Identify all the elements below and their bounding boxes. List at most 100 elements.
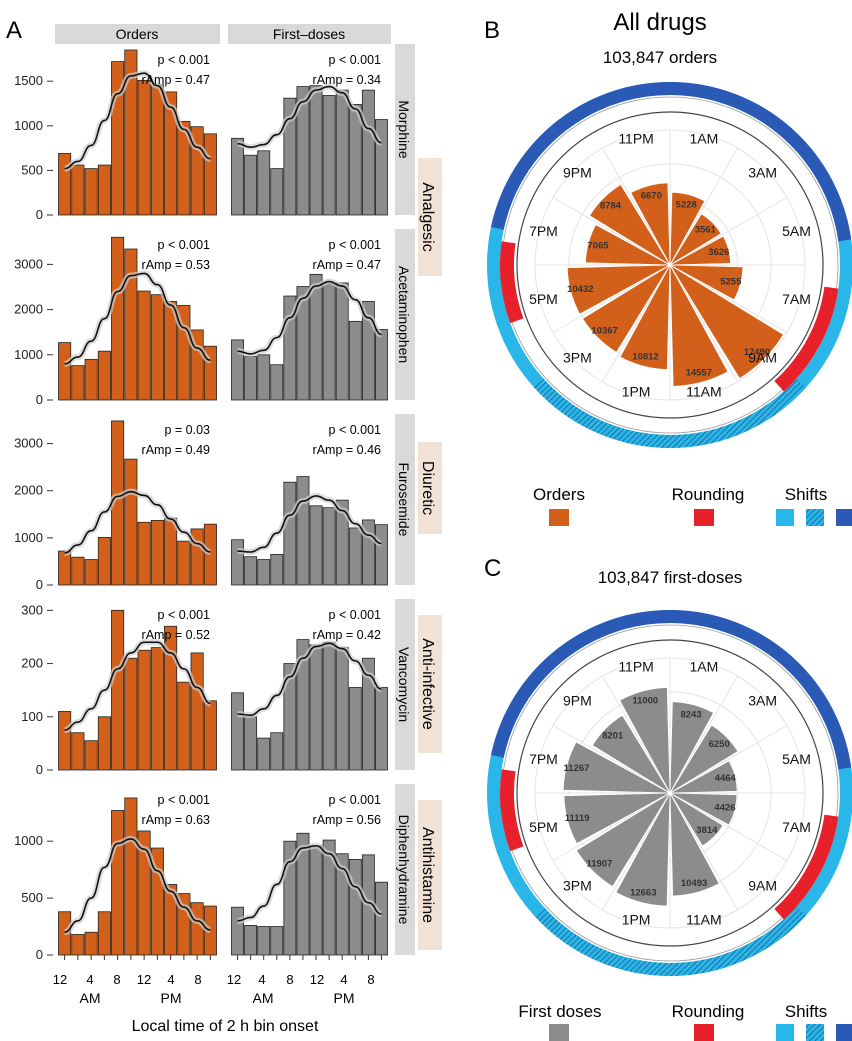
hour-label: 9PM [563, 164, 592, 180]
histogram-bar [309, 505, 323, 586]
fit-curve [64, 838, 211, 934]
legend-b-orders-swatch [549, 509, 569, 526]
sector-value-label: 10493 [681, 878, 707, 889]
histogram-bar [231, 692, 244, 771]
hour-label: 7PM [529, 751, 558, 767]
histogram-bar [335, 282, 349, 401]
legend-b-orders-label: Orders [533, 485, 585, 504]
histogram-bar [137, 521, 151, 586]
hour-label: 3PM [563, 878, 592, 894]
legend-c-shifts-label: Shifts [785, 1002, 828, 1021]
legend-c-shift-swatch-2 [806, 1024, 824, 1041]
ramp-label: rAmp = 0.42 [313, 628, 381, 642]
histogram-bar [137, 649, 151, 771]
fit-curve [237, 280, 382, 355]
histogram-bar [244, 154, 258, 216]
class-diuretic: Diuretic [418, 442, 442, 534]
x-axis-title: Local time of 2 h bin onset [132, 1018, 319, 1035]
grid-spoke [669, 792, 738, 911]
fit-curve [64, 272, 211, 365]
legend-c-first-doses-swatch [549, 1024, 569, 1041]
p-value-label: p < 0.001 [158, 608, 211, 622]
y-tick-label: 3000 [14, 436, 43, 451]
histogram-bar [71, 732, 85, 771]
x-tick-label: 8 [367, 972, 374, 987]
grid-spoke [552, 264, 671, 333]
histogram-bar [231, 137, 244, 216]
hour-label: 9AM [748, 878, 777, 894]
radial-sector [615, 792, 671, 907]
grid-spoke [669, 675, 738, 794]
legend-b-rounding-label: Rounding [672, 485, 745, 504]
histogram-bar [150, 294, 164, 401]
y-tick-label: 500 [21, 890, 43, 905]
hour-label: 1PM [622, 384, 651, 400]
histogram-bar [309, 644, 323, 771]
hour-label: 5PM [529, 291, 558, 307]
histogram-bar [348, 859, 362, 956]
sector-value-label: 3626 [708, 247, 729, 258]
sector-value-label: 6250 [709, 739, 730, 750]
radial-sector [562, 741, 671, 794]
histogram-bar [84, 740, 98, 771]
shift-arc-day [491, 82, 852, 242]
p-value-label: p < 0.001 [158, 793, 211, 807]
sector-value-label: 8243 [680, 709, 701, 720]
hour-label: 9AM [748, 350, 777, 366]
x-tick-label: 12 [137, 972, 151, 987]
histogram-bar [124, 248, 138, 401]
y-tick-label: 200 [21, 656, 43, 671]
histogram-bar [58, 153, 72, 216]
sector-value-label: 5228 [676, 199, 697, 210]
hour-label: 7AM [782, 819, 811, 835]
legend-c-shift-swatch-1 [776, 1024, 794, 1041]
radial-sector [669, 792, 738, 826]
ramp-label: rAmp = 0.63 [142, 813, 210, 827]
grid-spoke [602, 792, 671, 911]
hour-label: 11AM [686, 384, 722, 400]
histogram-bar [150, 647, 164, 771]
ramp-label: rAmp = 0.52 [142, 628, 210, 642]
histogram-bar [150, 84, 164, 216]
radial-sector [619, 264, 671, 371]
histogram-bar [124, 797, 138, 956]
hour-label: 1AM [690, 130, 719, 146]
grid-spoke [552, 197, 671, 266]
drug-label: Diphenhydramine [396, 815, 412, 925]
histogram-bar [348, 687, 362, 771]
radial-sector [669, 724, 739, 794]
histogram-bar [322, 95, 336, 216]
class-antihistamine: Antihistamine [418, 800, 442, 950]
legend-b-shifts-label: Shifts [785, 485, 828, 504]
panel-label-a: A [6, 17, 22, 44]
radial-sector [619, 687, 671, 794]
radial-c-subtitle: 103,847 first-doses [598, 568, 743, 587]
histogram-bar [97, 536, 111, 586]
x-tick-label: 4 [258, 972, 265, 987]
shift-arc-day [491, 610, 852, 770]
histogram-bar [270, 553, 284, 586]
p-value-label: p < 0.001 [158, 53, 211, 67]
histogram-bar [137, 79, 151, 216]
histogram-bar [257, 150, 271, 216]
ramp-label: rAmp = 0.53 [142, 258, 210, 272]
histogram-bar [257, 559, 271, 586]
x-axis: 12 4 8 12 4 8 12 4 8 12 4 8 AM PM AM PM … [53, 972, 375, 1035]
grid-spoke [602, 147, 671, 266]
histogram-bar [84, 358, 98, 401]
histogram-bar [296, 639, 310, 771]
histogram-bar [97, 716, 111, 771]
x-tick-label: 12 [227, 972, 241, 987]
drug-label: Vancomycin [396, 647, 412, 722]
class-analgesic: Analgesic [418, 158, 442, 276]
histogram-bar [84, 931, 98, 956]
y-tick-label: 100 [21, 709, 43, 724]
x-group-pm: PM [334, 990, 355, 1006]
ramp-label: rAmp = 0.47 [313, 258, 381, 272]
y-tick-label: 0 [36, 392, 43, 407]
p-value-label: p < 0.001 [329, 423, 382, 437]
sector-value-label: 11000 [632, 696, 658, 707]
rounding-band-morning [774, 814, 839, 920]
ramp-label: rAmp = 0.56 [313, 813, 381, 827]
drug-strip [395, 44, 415, 215]
